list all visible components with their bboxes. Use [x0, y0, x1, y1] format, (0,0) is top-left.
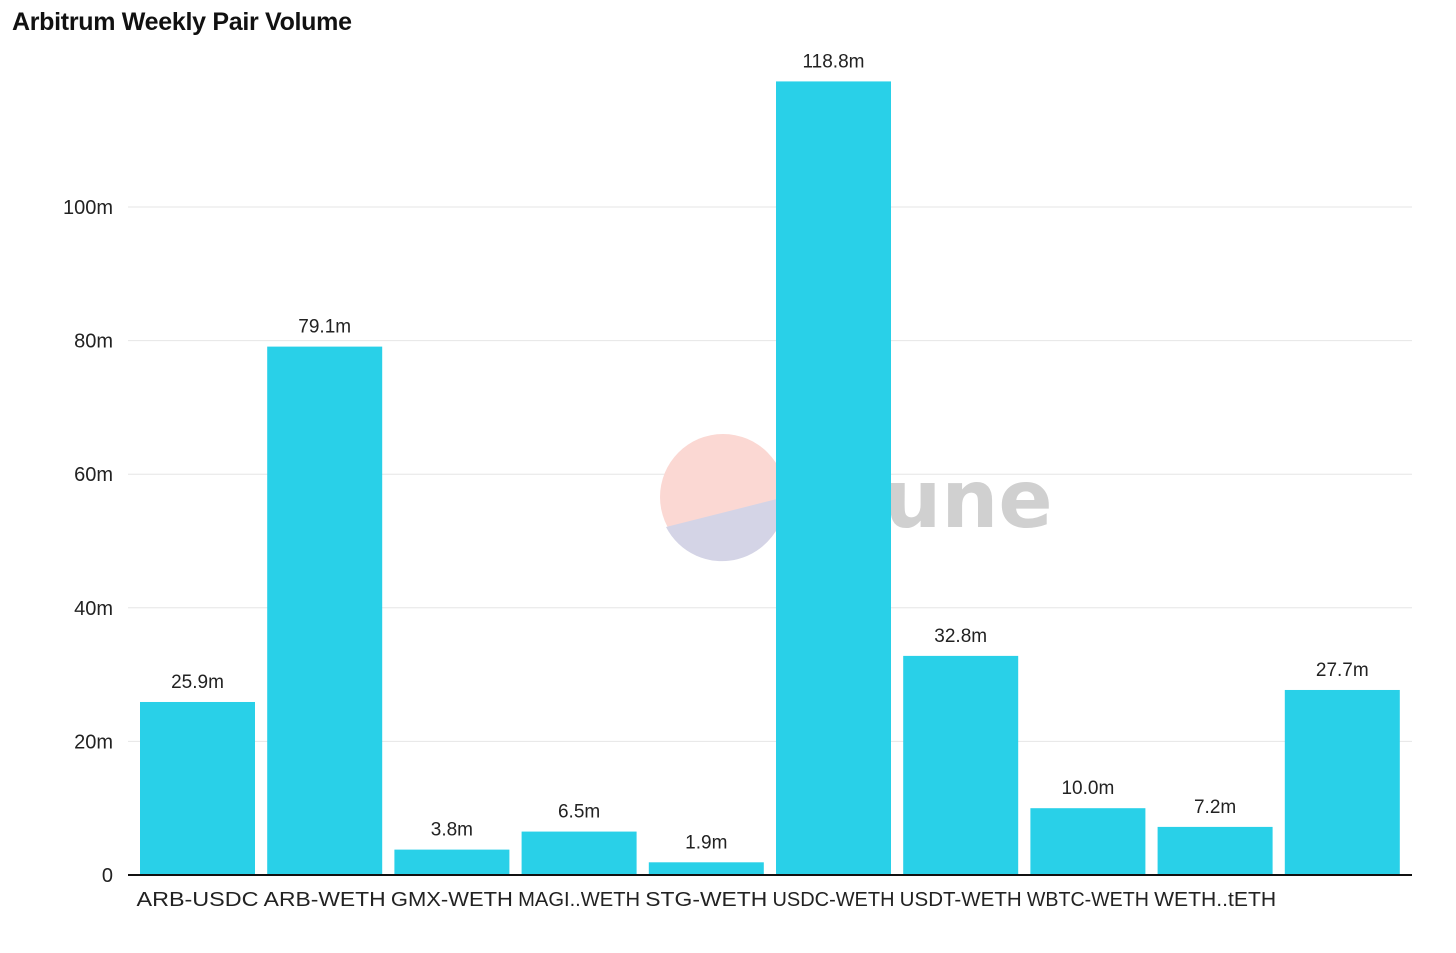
bar-value-label: 118.8m — [803, 51, 865, 72]
bar-value-label: 6.5m — [558, 802, 600, 823]
bar[interactable] — [1030, 808, 1146, 875]
x-tick-label: USDT-WETH — [900, 889, 1022, 911]
y-tick-label: 0 — [102, 865, 113, 887]
y-tick-label: 40m — [74, 598, 113, 620]
bar[interactable] — [776, 81, 891, 875]
bar[interactable] — [1157, 826, 1273, 875]
bar[interactable] — [903, 655, 1019, 875]
bar[interactable] — [648, 862, 764, 875]
bar-value-label: 10.0m — [1061, 778, 1114, 799]
bar-value-label: 25.9m — [171, 672, 224, 693]
x-tick-label: MAGI..WETH — [518, 889, 640, 911]
bars — [140, 81, 1400, 875]
x-axis-labels: ARB-USDC ARB-WETH GMX-WETH MAGI..WETH STG-WE… — [137, 889, 1277, 911]
x-tick-label: ARB-USDC — [137, 889, 259, 911]
bar[interactable] — [521, 831, 637, 875]
x-tick-label: STG-WETH — [645, 889, 767, 911]
y-tick-label: 80m — [74, 331, 113, 353]
bar-value-label: 1.9m — [685, 832, 727, 853]
bar[interactable] — [1284, 689, 1400, 875]
value-labels: 25.9m 79.1m 3.8m 6.5m 1.9m 118.8m 32.8m 10.0m 7.… — [171, 51, 1369, 853]
bar-value-label: 27.7m — [1316, 660, 1369, 681]
bar-value-label: 32.8m — [934, 626, 987, 647]
bar[interactable] — [140, 701, 255, 875]
x-tick-label: GMX-WETH — [391, 889, 513, 911]
chart-title: Arbitrum Weekly Pair Volume — [12, 8, 352, 36]
y-tick-label: 20m — [74, 731, 113, 753]
x-tick-label: WBTC-WETH — [1027, 889, 1149, 911]
bar-value-label: 7.2m — [1194, 797, 1236, 818]
bar-value-label: 79.1m — [298, 317, 351, 338]
dune-logo-lower-half — [666, 497, 786, 562]
bar-value-label: 3.8m — [431, 820, 473, 841]
x-tick-label: ARB-WETH — [264, 889, 386, 911]
y-tick-label: 100m — [63, 197, 113, 219]
y-tick-label: 60m — [74, 464, 113, 486]
bar[interactable] — [394, 849, 510, 875]
x-tick-label: WETH..tETH — [1154, 889, 1276, 911]
y-axis-ticks: 0 20m 40m 60m 80m 100m — [63, 197, 113, 887]
x-tick-label: USDC-WETH — [773, 889, 895, 911]
bar[interactable] — [267, 346, 383, 875]
